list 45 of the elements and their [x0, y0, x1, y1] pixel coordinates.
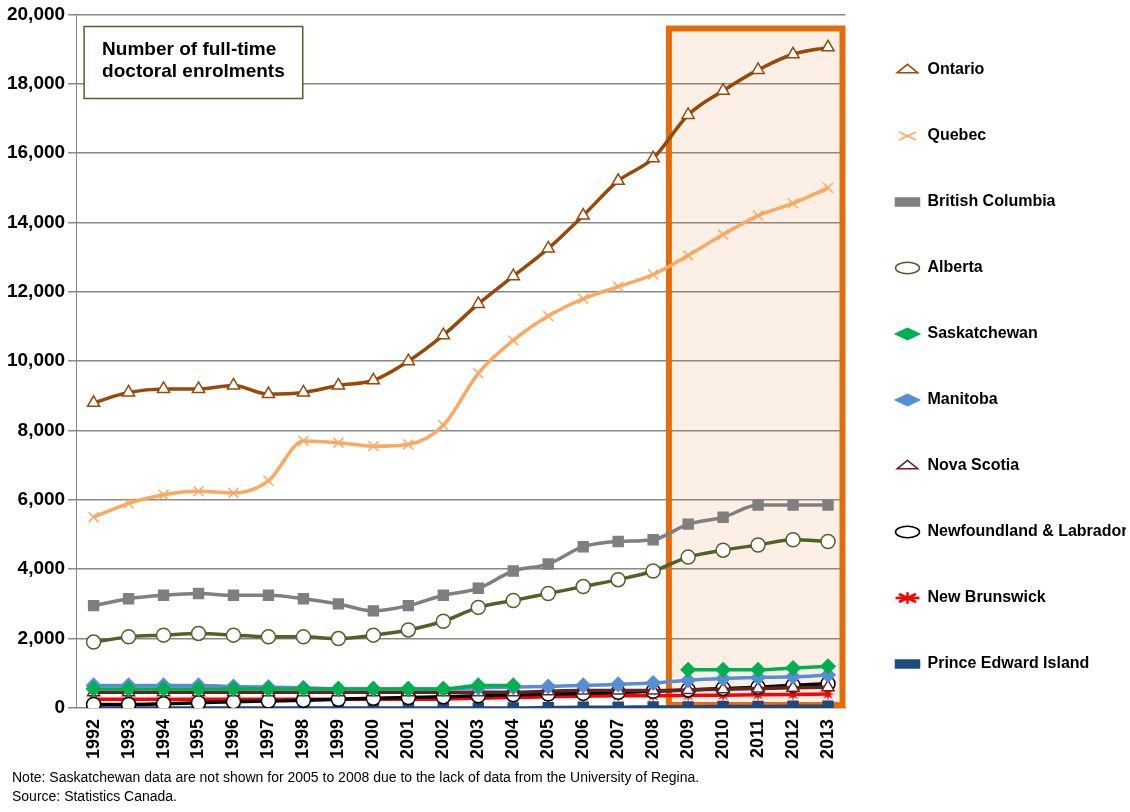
y-tick-label: 0 [54, 696, 66, 718]
x-tick-label: 2003 [467, 718, 488, 759]
legend-label: Prince Edward Island [927, 654, 1090, 672]
legend-label: Ontario [927, 60, 985, 78]
x-tick-label: 2011 [747, 718, 768, 759]
y-tick-label: 14,000 [6, 210, 66, 232]
y-tick-label: 16,000 [6, 141, 66, 163]
x-tick-label: 2001 [397, 718, 418, 759]
x-tick-label: 1992 [82, 718, 103, 759]
x-tick-label: 2007 [607, 718, 628, 759]
x-tick-label: 1996 [222, 718, 243, 759]
x-tick-label: 1994 [152, 718, 173, 759]
legend-label: Saskatchewan [927, 324, 1038, 342]
y-tick-label: 2,000 [17, 626, 66, 648]
text: Note: Saskatchewan data are not shown for 2005 to 2008 due to the lack of data from the University of Regina. [12, 768, 700, 787]
x-tick-label: 1995 [187, 718, 208, 759]
legend-label: British Columbia [927, 192, 1056, 210]
y-tick-label: 4,000 [17, 557, 66, 579]
source-note: Source: Statistics Canada. [12, 787, 178, 806]
legend-label: New Brunswick [927, 588, 1046, 606]
legend-label: Manitoba [927, 390, 998, 408]
x-tick-label: 1997 [257, 718, 278, 759]
x-tick-label: 1993 [117, 718, 138, 759]
x-tick-label: 2006 [572, 718, 593, 759]
x-tick-label: 2013 [816, 718, 837, 759]
x-tick-label: 1999 [327, 718, 348, 759]
x-tick-label: 2002 [432, 718, 453, 759]
legend-label: Nova Scotia [927, 456, 1020, 474]
y-tick-label: 6,000 [17, 488, 66, 510]
text: Number of full-time doctoral enrolments [102, 38, 285, 82]
y-tick-label: 12,000 [6, 280, 66, 302]
legend-label: Quebec [927, 126, 987, 144]
x-tick-label: 2008 [642, 718, 663, 759]
y-tick-label: 10,000 [6, 349, 66, 371]
x-tick-label: 1998 [292, 718, 313, 759]
legend-label: Alberta [927, 258, 983, 276]
x-tick-label: 2010 [712, 718, 733, 759]
x-tick-label: 2005 [537, 718, 558, 759]
y-tick-label: 8,000 [17, 418, 66, 440]
x-tick-label: 2000 [362, 718, 383, 759]
y-tick-label: 18,000 [6, 71, 66, 93]
x-tick-label: 2009 [677, 718, 698, 759]
x-tick-label: 2004 [502, 718, 523, 759]
x-tick-label: 2012 [782, 718, 803, 759]
y-tick-label: 20,000 [6, 2, 66, 24]
